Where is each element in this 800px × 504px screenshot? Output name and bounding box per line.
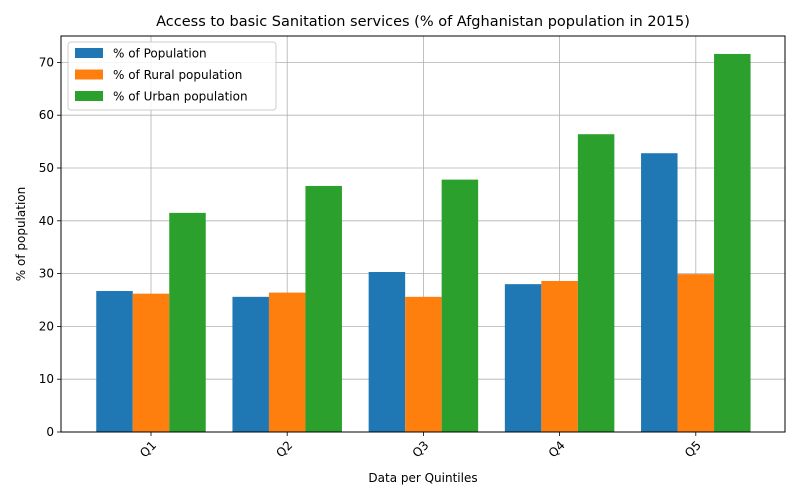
y-tick-label: 40 xyxy=(39,214,54,228)
legend-label: % of Population xyxy=(113,47,207,61)
bar-q3-series-1 xyxy=(368,272,406,432)
bar-q5-series-3 xyxy=(714,53,751,433)
bar-q2-series-3 xyxy=(305,185,342,432)
legend-swatch xyxy=(75,69,103,80)
x-axis-label: Data per Quintiles xyxy=(368,471,477,485)
y-axis-label: % of population xyxy=(14,187,28,281)
bar-q1-series-2 xyxy=(132,293,170,432)
legend-swatch xyxy=(75,91,103,101)
y-tick-label: 30 xyxy=(39,267,54,281)
bar-q2-series-2 xyxy=(268,292,306,432)
legend-label: % of Urban population xyxy=(113,90,248,104)
bar-q2-series-1 xyxy=(232,296,269,432)
y-tick-label: 50 xyxy=(39,161,54,175)
bar-q4-series-3 xyxy=(577,134,615,432)
chart-title: Access to basic Sanitation services (% o… xyxy=(156,14,690,30)
legend: % of Population % of Rural population % of… xyxy=(67,41,277,111)
y-tick-label: 0 xyxy=(46,425,54,439)
bars xyxy=(96,53,751,433)
bar-q5-series-2 xyxy=(677,274,715,432)
bar-q1-series-3 xyxy=(169,212,206,432)
legend-label: % of Rural population xyxy=(113,68,242,82)
legend-box xyxy=(67,41,277,111)
bar-q4-series-1 xyxy=(504,284,542,432)
bar-q5-series-1 xyxy=(641,153,678,432)
y-tick-label: 20 xyxy=(39,319,54,333)
bar-q4-series-2 xyxy=(541,280,578,432)
bar-q1-series-1 xyxy=(96,291,133,432)
y-tick-label: 10 xyxy=(39,372,54,386)
legend-swatch xyxy=(75,48,103,58)
y-axis: 0 10 20 30 40 50 60 70 xyxy=(39,55,61,439)
y-tick-label: 70 xyxy=(39,55,54,69)
bar-q3-series-3 xyxy=(441,179,479,432)
bar-q3-series-2 xyxy=(405,296,442,432)
y-tick-label: 60 xyxy=(39,108,54,122)
